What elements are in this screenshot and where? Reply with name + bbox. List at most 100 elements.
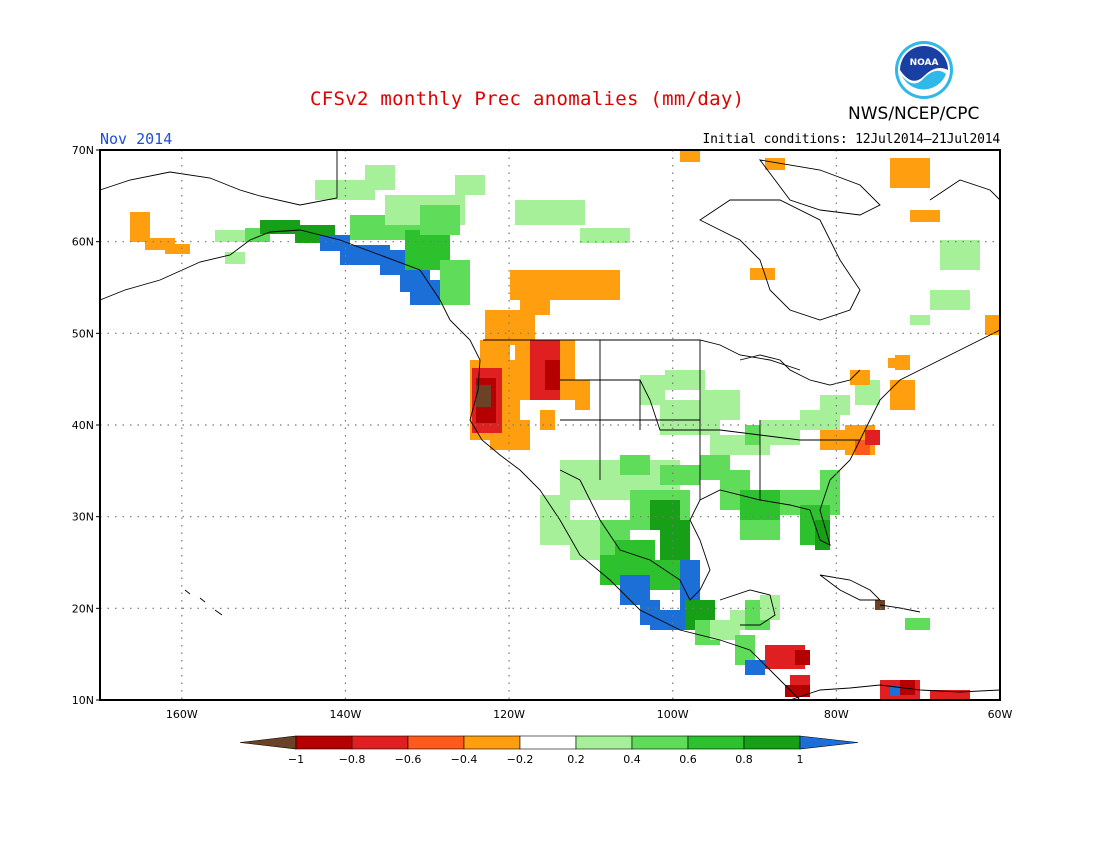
coastline: [99, 229, 451, 321]
anomaly-cell: [260, 220, 300, 234]
longitude-labels: 160W 140W 120W 100W 80W 60W: [166, 708, 1013, 721]
colorbar-segment: [519, 735, 577, 750]
longitude-label: 140W: [330, 708, 362, 721]
colorbar-segment: [575, 735, 633, 750]
anomaly-cell: [215, 230, 245, 242]
anomaly-cell: [420, 205, 460, 235]
map-title: CFSv2 monthly Prec anomalies (mm/day): [310, 88, 745, 110]
grid-lines: [100, 150, 1000, 700]
coastline: [819, 574, 882, 601]
anomaly-cell: [340, 245, 390, 265]
coastline: [559, 469, 831, 601]
anomaly-cell: [650, 610, 690, 630]
anomaly-cell: [665, 370, 705, 390]
coastline: [829, 329, 1001, 481]
colorbar-tick-label: −0.8: [339, 753, 366, 766]
colorbar: −1 −0.8 −0.6 −0.4 −0.2 0.2 0.4 0.6 0.8 1: [239, 735, 859, 766]
coastline: [699, 199, 861, 321]
anomaly-cell: [745, 660, 765, 675]
longitude-label: 100W: [657, 708, 689, 721]
anomaly-cell: [540, 410, 555, 430]
coastline: [184, 589, 223, 616]
latitude-label: 20N: [72, 602, 94, 615]
longitude-label: 60W: [988, 708, 1013, 721]
anomaly-cell: [545, 360, 560, 390]
anomaly-cell: [890, 380, 915, 410]
anomaly-cell: [225, 252, 245, 264]
anomaly-cell: [575, 380, 590, 410]
anomaly-cell: [890, 686, 900, 696]
colorbar-min-arrow: [239, 735, 297, 750]
anomaly-cell: [165, 244, 190, 254]
anomaly-cell: [680, 150, 700, 162]
forecast-month: Nov 2014: [100, 130, 173, 148]
colorbar-segment: [463, 735, 521, 750]
anomaly-cell: [365, 165, 395, 190]
colorbar-tick-label: 0.4: [623, 753, 641, 766]
anomaly-cell: [645, 560, 680, 590]
anomaly-cell: [985, 315, 1000, 335]
anomaly-cell: [865, 430, 880, 445]
anomaly-cell: [660, 465, 700, 485]
longitude-label: 80W: [824, 708, 849, 721]
anomaly-cell: [890, 158, 930, 188]
coastline: [560, 340, 761, 500]
anomaly-cell: [815, 520, 830, 550]
latitude-label: 30N: [72, 511, 94, 524]
latitude-label: 50N: [72, 327, 94, 340]
longitude-label: 160W: [166, 708, 198, 721]
coastline: [449, 319, 801, 701]
latitude-label: 10N: [72, 694, 94, 707]
colorbar-segment: [687, 735, 745, 750]
anomaly-cell: [740, 520, 780, 540]
colorbar-tick-label: −0.2: [507, 753, 534, 766]
colorbar-tick-label: 0.6: [679, 753, 697, 766]
colorbar-tick-label: −0.4: [451, 753, 478, 766]
anomaly-cell: [750, 268, 775, 280]
longitude-label: 120W: [493, 708, 525, 721]
coastline: [758, 159, 881, 216]
agency-label: NWS/NCEP/CPC: [848, 104, 980, 124]
anomaly-cell: [130, 212, 150, 242]
latitude-label: 40N: [72, 419, 94, 432]
colorbar-segment: [743, 735, 801, 750]
anomaly-cell: [785, 685, 810, 697]
coastline: [99, 150, 338, 206]
anomaly-cell: [540, 495, 570, 545]
anomaly-cell: [795, 650, 810, 665]
colorbar-segment: [351, 735, 409, 750]
anomaly-cell: [700, 390, 740, 410]
anomaly-cell: [735, 635, 755, 665]
anomaly-cell: [620, 455, 650, 475]
anomaly-cell: [820, 395, 850, 415]
colorbar-tick-label: 0.8: [735, 753, 753, 766]
anomaly-cell: [820, 470, 840, 500]
coastlines: [99, 150, 1001, 701]
anomaly-cell: [850, 370, 870, 385]
coastline: [789, 684, 1001, 701]
initial-conditions: Initial conditions: 12Jul2014–21Jul2014: [702, 132, 1001, 147]
coastline: [719, 589, 776, 626]
colorbar-tick-label: −1: [288, 753, 304, 766]
anomaly-cell: [765, 158, 785, 170]
anomaly-cell: [900, 680, 915, 695]
coastline: [879, 604, 921, 613]
anomaly-cell: [930, 690, 970, 700]
anomaly-cell: [888, 358, 903, 368]
noaa-logo: NOAA: [895, 41, 953, 99]
colorbar-max-arrow: [799, 735, 859, 750]
anomaly-cell: [476, 385, 491, 407]
anomaly-cell: [515, 200, 585, 225]
anomaly-cell: [760, 420, 800, 445]
anomaly-cell: [680, 560, 700, 610]
anomaly-cell: [905, 618, 930, 630]
latitude-label: 70N: [72, 144, 94, 157]
anomaly-cell: [660, 520, 690, 560]
colorbar-tick-label: 1: [797, 753, 804, 766]
colorbar-tick-label: 0.2: [567, 753, 585, 766]
latitude-label: 60N: [72, 236, 94, 249]
anomaly-cell: [910, 315, 930, 325]
colorbar-tick-label: −0.6: [395, 753, 422, 766]
anomaly-cell: [760, 595, 780, 620]
